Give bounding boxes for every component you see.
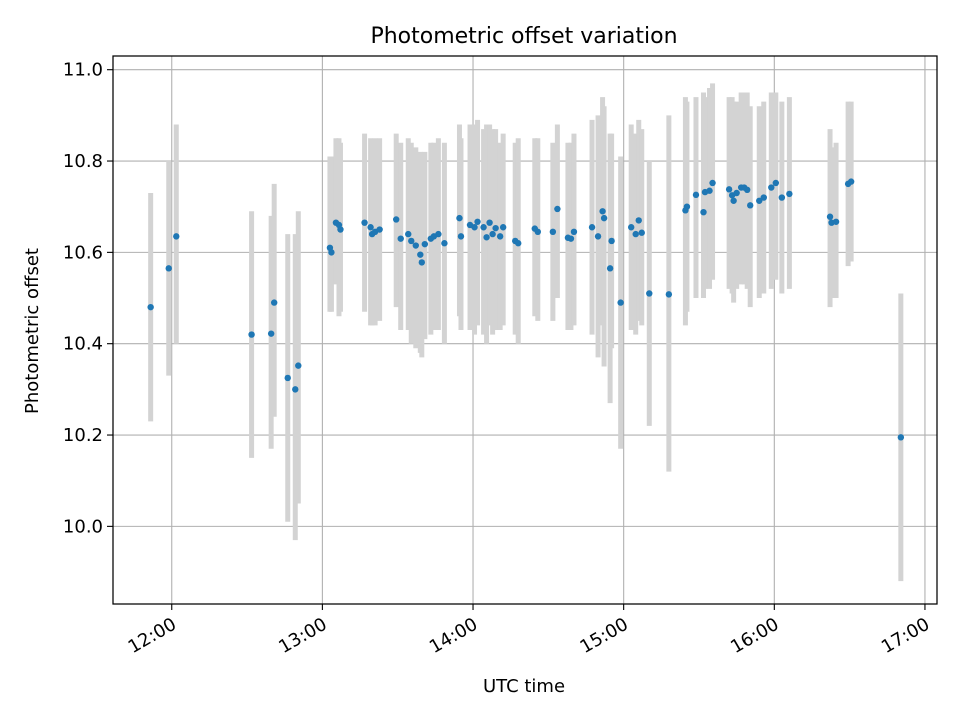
data-point: [284, 374, 291, 382]
data-point: [328, 249, 335, 256]
data-point: [393, 216, 400, 223]
data-point: [700, 208, 707, 216]
data-point: [600, 214, 608, 222]
data-point: [549, 228, 557, 236]
data-point: [492, 224, 499, 232]
data-point: [489, 230, 496, 238]
data-point: [483, 234, 490, 241]
data-points: [147, 178, 905, 441]
data-point: [772, 179, 780, 187]
data-point: [743, 186, 751, 194]
data-point: [499, 224, 507, 231]
data-point: [897, 434, 905, 441]
data-point: [267, 330, 275, 337]
data-point: [599, 208, 606, 215]
data-point: [632, 230, 639, 238]
data-point: [361, 219, 368, 226]
data-point: [606, 265, 614, 272]
data-point: [709, 179, 716, 187]
data-point: [496, 233, 504, 240]
data-point: [486, 219, 493, 226]
data-point: [826, 213, 834, 220]
data-point: [457, 233, 465, 240]
data-point: [534, 228, 542, 236]
data-point: [417, 251, 424, 258]
data-point: [832, 218, 840, 225]
data-point: [617, 299, 624, 306]
y-axis-label: Photometric offset: [22, 248, 43, 414]
data-point: [397, 235, 404, 242]
y-axis-ticks: 10.0 10.2 10.4 10.6 10.8 11.0: [63, 60, 113, 537]
data-point: [412, 242, 419, 249]
data-point: [367, 224, 374, 231]
data-point: [588, 224, 596, 231]
data-point: [408, 237, 415, 245]
data-point: [554, 205, 561, 213]
data-point: [173, 233, 180, 240]
data-point: [768, 184, 775, 191]
chart-title: Photometric offset variation: [370, 24, 677, 49]
data-point: [635, 217, 642, 224]
data-point: [692, 191, 700, 199]
data-point: [295, 362, 302, 369]
data-point: [665, 291, 673, 298]
data-point: [515, 240, 522, 247]
data-point: [570, 228, 578, 236]
data-point: [405, 230, 412, 238]
data-point: [270, 299, 278, 306]
data-point: [248, 331, 255, 338]
data-point: [725, 186, 733, 193]
data-point: [474, 218, 481, 225]
y-tick-label: 10.2: [63, 425, 103, 446]
data-point: [594, 233, 602, 240]
data-point: [646, 290, 653, 297]
data-point: [337, 226, 344, 233]
data-point: [778, 194, 786, 201]
data-point: [165, 265, 172, 272]
y-tick-label: 11.0: [63, 60, 103, 81]
data-point: [456, 214, 463, 222]
data-point: [683, 203, 691, 210]
data-point: [480, 224, 487, 231]
data-point: [292, 386, 299, 393]
data-point: [441, 240, 448, 247]
y-tick-label: 10.4: [63, 334, 103, 355]
plot-frame: [112, 55, 938, 605]
data-point: [730, 197, 737, 204]
data-point: [747, 202, 754, 209]
data-point: [418, 259, 426, 266]
data-point: [421, 240, 429, 248]
y-tick-label: 10.8: [63, 151, 103, 172]
data-point: [706, 187, 713, 194]
data-point: [435, 230, 442, 238]
y-tick-label: 10.6: [63, 242, 103, 263]
data-point: [760, 194, 767, 201]
data-point: [733, 189, 740, 197]
data-point: [756, 197, 763, 204]
data-point: [628, 224, 635, 231]
data-point: [786, 190, 793, 198]
y-tick-label: 10.0: [63, 516, 103, 537]
data-point: [471, 224, 478, 231]
data-point: [847, 178, 855, 185]
data-point: [567, 235, 575, 242]
data-point: [376, 226, 383, 233]
data-point: [608, 237, 615, 245]
data-point: [147, 303, 154, 311]
data-point: [638, 229, 645, 236]
x-axis-label: UTC time: [483, 676, 565, 697]
